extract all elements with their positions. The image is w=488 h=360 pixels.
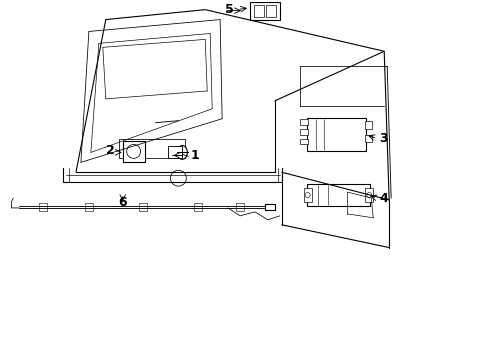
Bar [194, 203, 202, 211]
Bar [303, 188, 311, 202]
Bar [236, 203, 244, 211]
Bar [39, 203, 47, 211]
Bar [265, 5, 275, 17]
Bar [138, 203, 146, 211]
Bar [122, 140, 144, 162]
Text: 1: 1 [190, 149, 199, 162]
Text: 3: 3 [379, 132, 387, 145]
FancyBboxPatch shape [306, 118, 366, 152]
Bar [299, 129, 307, 135]
Bar [168, 147, 182, 158]
Text: 2: 2 [106, 144, 115, 157]
Bar [299, 119, 307, 125]
Text: 6: 6 [118, 196, 127, 209]
Bar [299, 139, 307, 144]
Bar [365, 135, 371, 143]
FancyBboxPatch shape [306, 184, 369, 206]
Bar [365, 121, 371, 129]
Bar [249, 2, 279, 19]
Bar [85, 203, 93, 211]
Text: 5: 5 [225, 3, 234, 16]
Bar [365, 188, 372, 202]
Bar [253, 5, 264, 17]
Text: 4: 4 [379, 192, 387, 204]
Ellipse shape [177, 145, 187, 159]
